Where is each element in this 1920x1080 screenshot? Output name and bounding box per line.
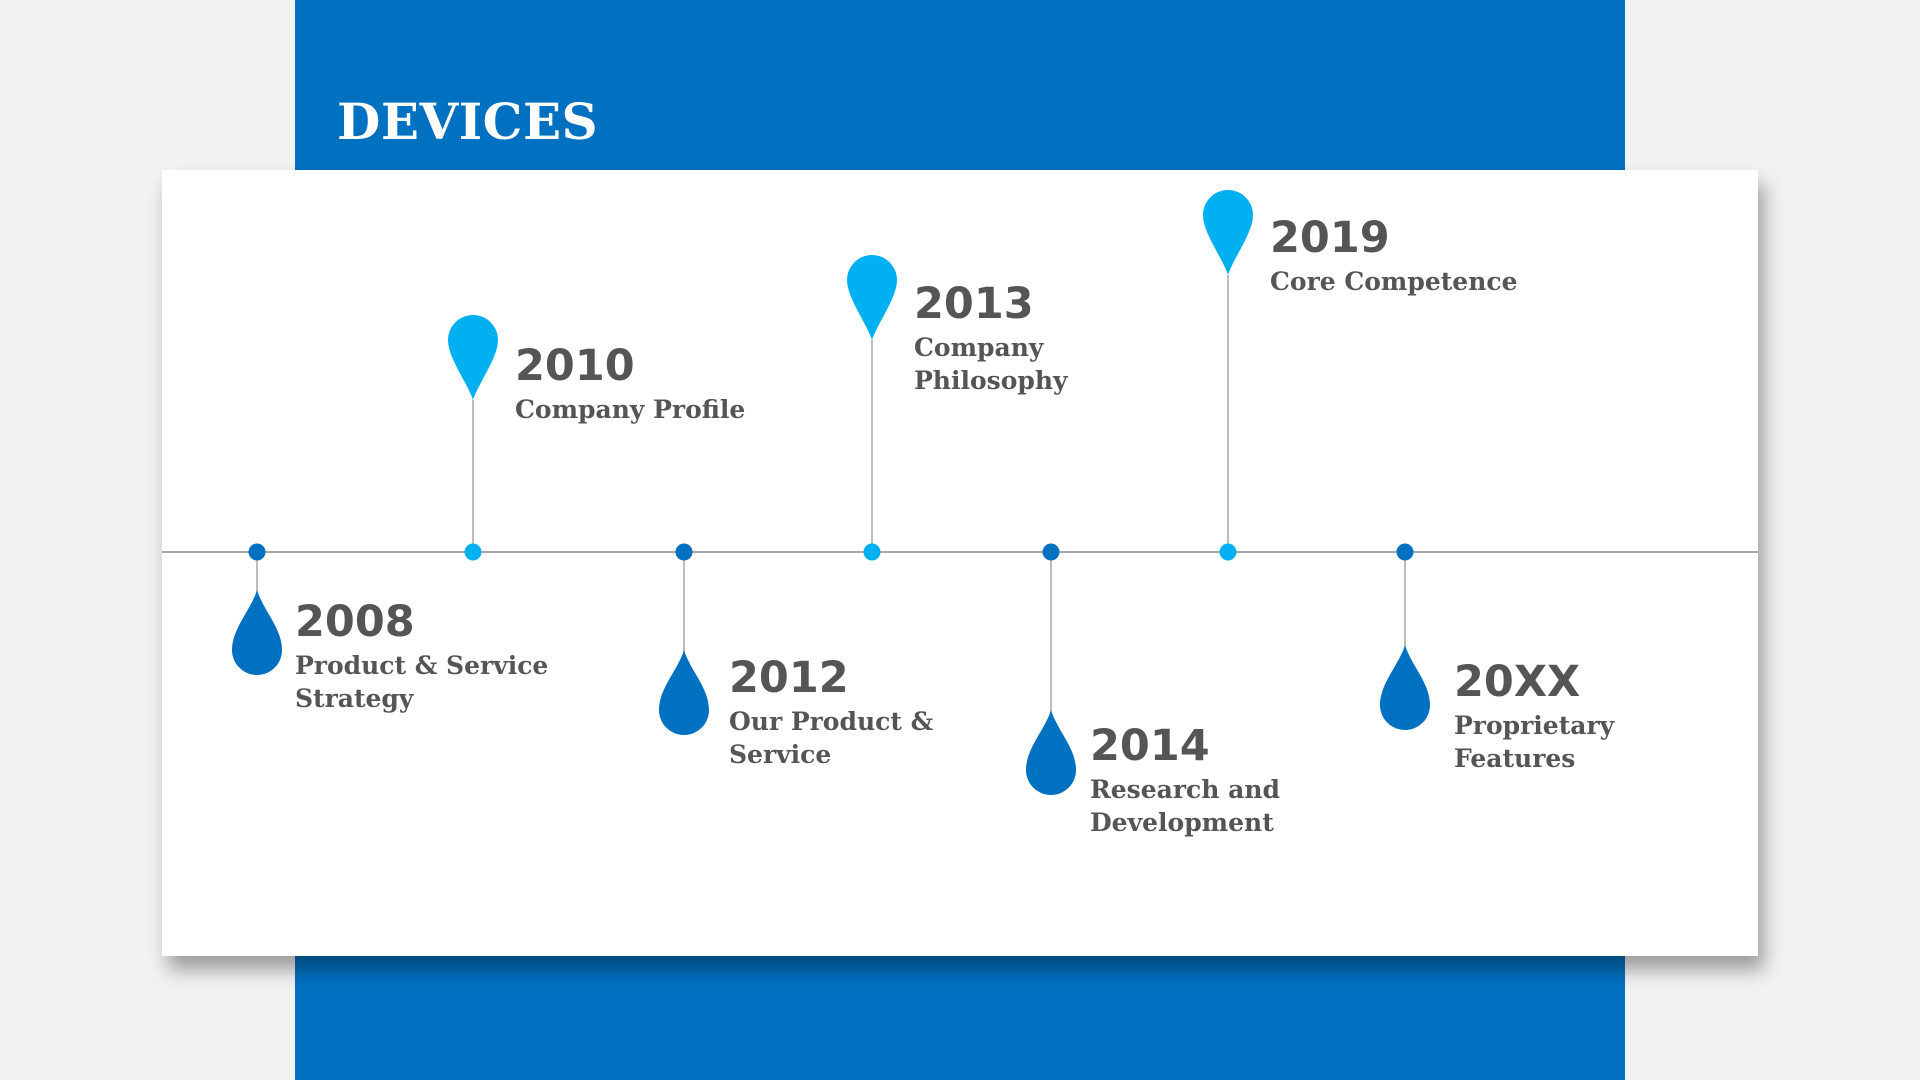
milestone-2019: 2019 Core Competence: [1270, 214, 1560, 298]
milestone-description: Research and Development: [1090, 775, 1280, 837]
milestone-year: 2013: [914, 279, 1034, 329]
timeline-marker-2013: [847, 255, 897, 561]
map-pin-icon: [847, 255, 897, 340]
milestone-description: Our Product & Service: [729, 707, 934, 769]
milestone-year: 2010: [515, 341, 635, 391]
milestone-year: 2014: [1090, 721, 1210, 771]
milestone-year: 2008: [295, 597, 415, 647]
timeline-marker-2019: [1203, 190, 1253, 561]
map-pin-icon: [448, 315, 498, 400]
milestone-description: Core Competence: [1270, 267, 1518, 296]
milestone-2010: 2010 Company Profile: [515, 342, 805, 426]
timeline-marker-2008: [232, 543, 282, 676]
timeline-dot: [1219, 543, 1237, 561]
water-drop-icon: [659, 650, 709, 735]
milestone-year: 2012: [729, 653, 849, 703]
timeline-dot: [1042, 543, 1060, 561]
map-pin-icon: [1203, 190, 1253, 275]
water-drop-icon: [232, 590, 282, 676]
slide-title: DEVICES: [337, 92, 599, 151]
timeline-dot: [863, 543, 881, 561]
timeline-marker-2014: [1026, 543, 1076, 795]
water-drop-icon: [1026, 710, 1076, 795]
milestone-description: Proprietary Features: [1454, 711, 1615, 773]
milestone-description: Company Profile: [515, 395, 746, 424]
timeline-marker-2010: [448, 315, 498, 561]
milestone-2014: 2014 Research and Development: [1090, 722, 1320, 839]
milestone-year: 2019: [1270, 213, 1390, 263]
timeline-dot: [1396, 543, 1414, 561]
milestone-description: Product & Service Strategy: [295, 651, 549, 713]
water-drop-icon: [1380, 645, 1430, 730]
timeline-card: 2008 Product & Service Strategy 2010 Com…: [162, 170, 1758, 956]
milestone-2012: 2012 Our Product & Service: [729, 654, 959, 771]
timeline-marker-20xx: [1380, 543, 1430, 730]
timeline-dot: [248, 543, 266, 561]
milestone-2013: 2013 Company Philosophy: [914, 280, 1114, 397]
timeline-graphic: [162, 190, 1758, 795]
milestone-20xx: 20XX Proprietary Features: [1454, 658, 1654, 775]
milestone-2008: 2008 Product & Service Strategy: [295, 598, 585, 715]
timeline-dot: [464, 543, 482, 561]
timeline-marker-2012: [659, 543, 709, 735]
timeline-dot: [675, 543, 693, 561]
milestone-year: 20XX: [1454, 657, 1581, 707]
milestone-description: Company Philosophy: [914, 333, 1068, 395]
